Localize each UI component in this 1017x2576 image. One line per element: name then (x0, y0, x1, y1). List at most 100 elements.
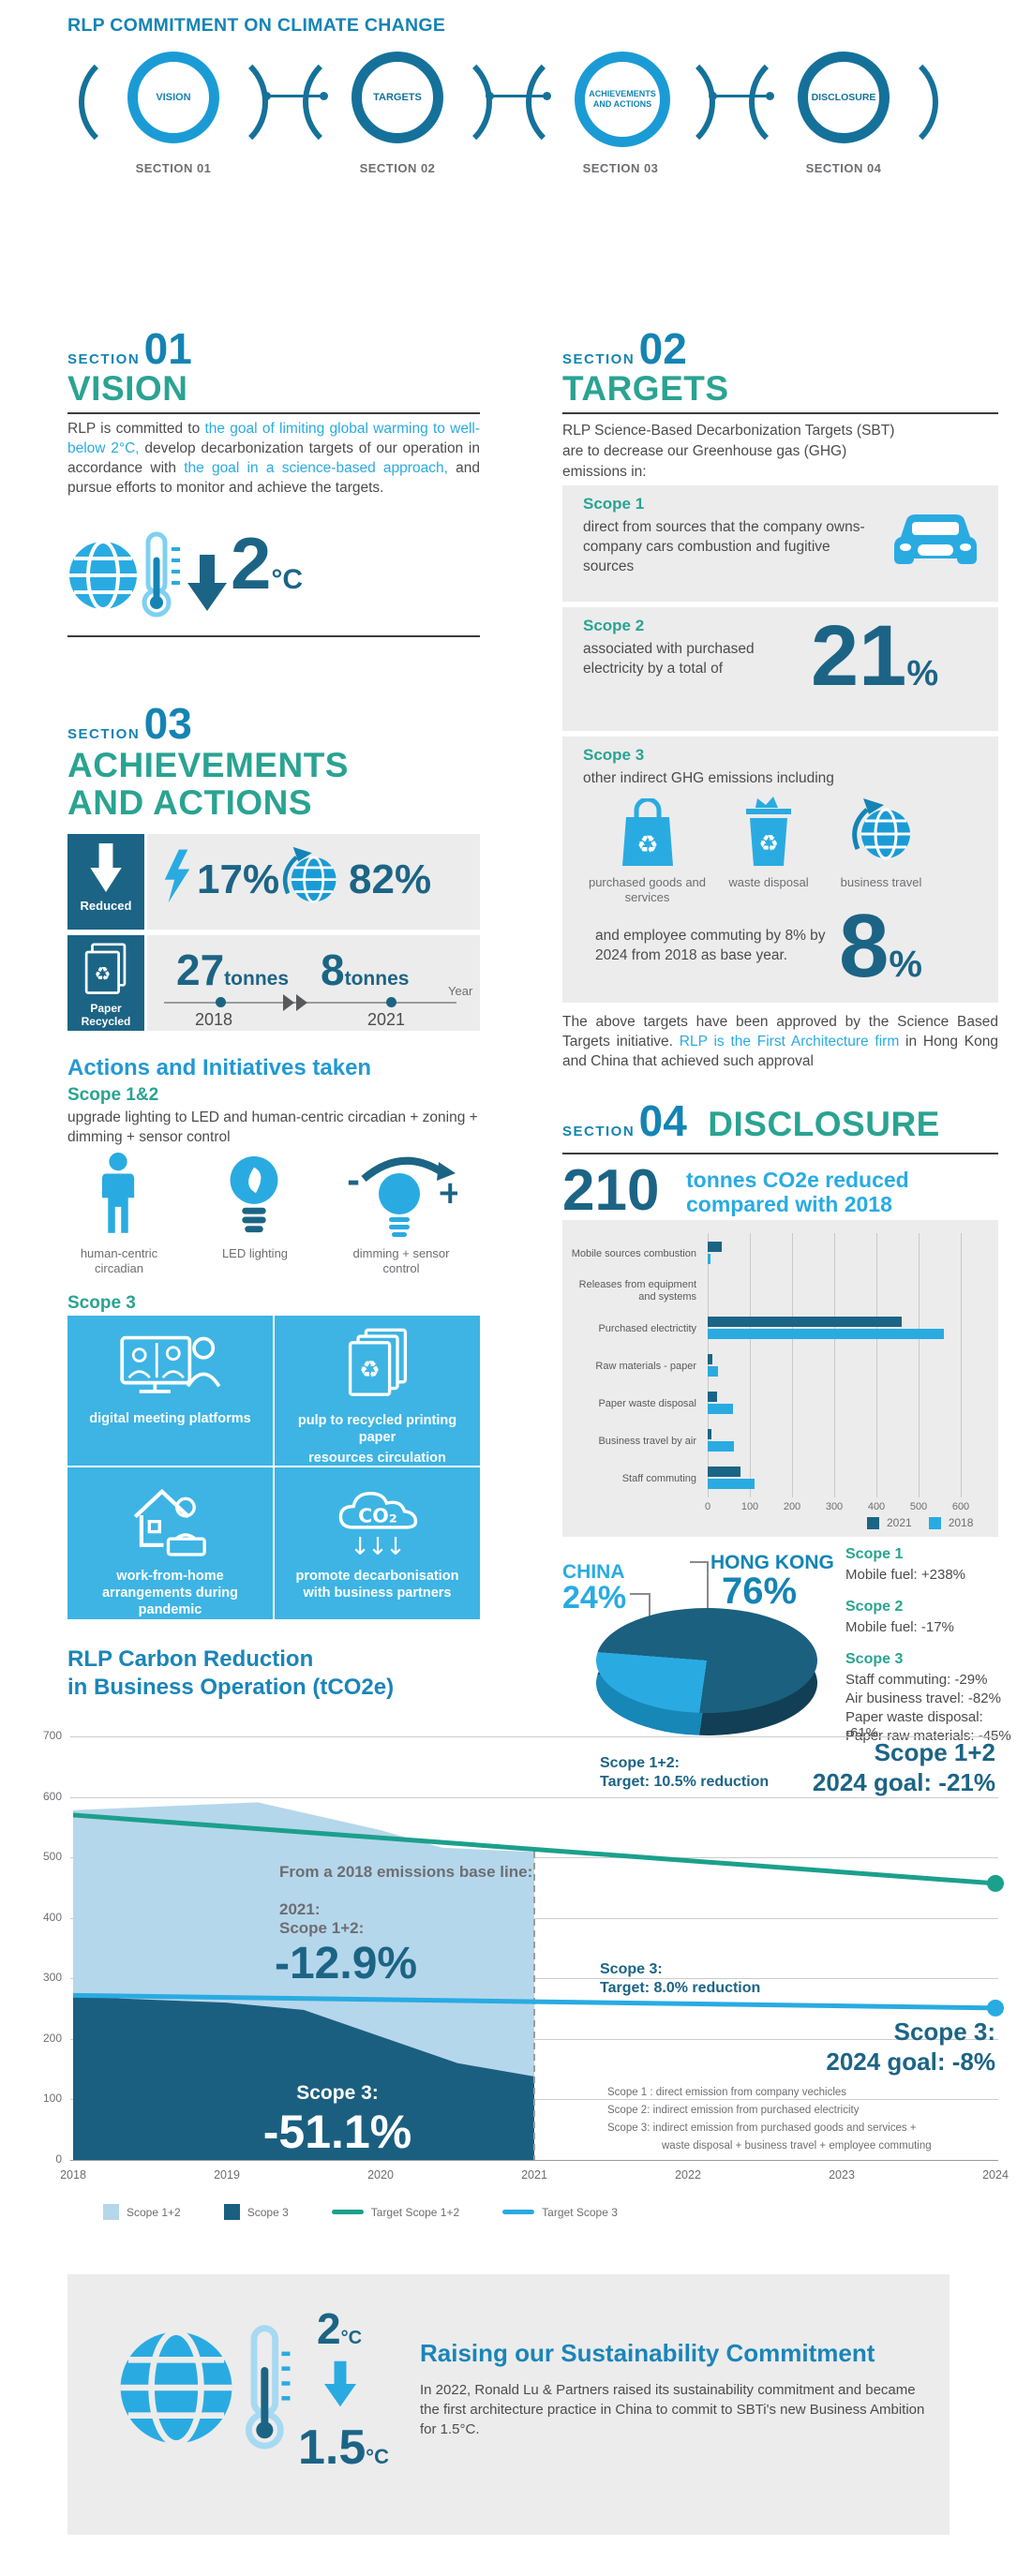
footer-temp-high: 2°C (317, 2303, 362, 2354)
legend-label: Scope 1+2 (127, 2205, 181, 2219)
actions-title: Actions and Initiatives taken (67, 1055, 372, 1080)
section04-title: DISCLOSURE (708, 1105, 940, 1143)
page-title: RLP COMMITMENT ON CLIMATE CHANGE (67, 15, 446, 36)
section-number: 03 (143, 699, 192, 748)
timeline-year-2021: 2021 (367, 1010, 406, 1029)
paper-recycle-icon: ♻ (84, 943, 127, 994)
section-kicker: SECTION (562, 1124, 636, 1139)
x-axis-tick: 600 (951, 1501, 970, 1512)
led-bulb-icon (230, 1155, 278, 1233)
bar-category: Paper waste disposal (598, 1397, 696, 1409)
target-scope12-line (72, 1812, 996, 1886)
paren-left-icon (79, 49, 186, 156)
footnote: Scope 1 : direct emission from company v… (607, 2087, 847, 2098)
footer-temp-low: 1.5°C (298, 2420, 389, 2476)
section01-paragraph: RLP is committed to the goal of limiting… (67, 419, 480, 498)
pie-pct-hongkong: 76% (722, 1571, 798, 1612)
paper-recycle-icon: ♻ (348, 1328, 407, 1396)
stat-scope3-value: Paper raw materials: -45% (845, 1728, 1011, 1744)
paren-left-icon (749, 49, 856, 156)
dimmer-bulb-icon: - + (347, 1156, 457, 1237)
person-icon (101, 1153, 135, 1233)
x-axis-tick: 2018 (60, 2168, 86, 2181)
chevron-right-icon (296, 994, 307, 1011)
down-arrow-icon (324, 2360, 356, 2407)
globe-icon (69, 540, 137, 611)
travel-reduction-stat: 82% (349, 856, 432, 902)
bar-2021 (708, 1242, 722, 1252)
action-box-recycled-paper: ♻ pulp to recycled printing paper resour… (275, 1316, 480, 1466)
bar-legend: 2021 2018 (867, 1516, 973, 1529)
section02-intro-line2: are to decrease our Greenhouse gas (GHG) (562, 443, 847, 459)
big-temperature: 2 (231, 522, 272, 604)
co2e-reduced-caption: tonnes CO2e reduced compared with 2018 (686, 1168, 909, 1216)
scope3-text2: and employee commuting by 8% by 2024 fro… (595, 928, 826, 963)
scope2-panel (562, 607, 998, 731)
scope2-title: Scope 2 (583, 617, 645, 634)
section-number: 01 (143, 324, 192, 373)
y-axis-tick: 0 (55, 2152, 62, 2166)
nav-connector (486, 92, 551, 100)
annotation-scope12-value: -12.9% (275, 1939, 418, 1988)
timeline-axis (164, 1002, 456, 1004)
legend-swatch-scope12 (103, 2204, 119, 2220)
goal-scope3: Scope 3: 2024 goal: -8% (769, 2017, 995, 2077)
text-run: RLP is committed to (67, 421, 205, 437)
gridline (750, 1233, 751, 1497)
gridline (919, 1233, 920, 1497)
pie-callout-line (630, 1593, 651, 1595)
legend-label: 2021 (887, 1516, 912, 1529)
section-kicker: SECTION (562, 351, 636, 367)
vision-2c: 2°C (231, 527, 303, 600)
gridline (876, 1233, 877, 1497)
svg-text:↓: ↓ (350, 1533, 370, 1561)
section02-intro-line1: RLP Science-Based Decarbonization Target… (562, 423, 895, 439)
pie-label-china: CHINA (562, 1561, 625, 1583)
y-axis-tick: 300 (42, 1971, 62, 1984)
thermometer-icon (246, 2325, 291, 2449)
scope3-icon3-caption: business travel (840, 875, 922, 889)
action-box-caption: digital meeting platforms (89, 1411, 251, 1426)
temperature-unit: °C (366, 2445, 389, 2468)
target-scope12-label: Scope 1+2: Target: 10.5% reduction (600, 1754, 769, 1792)
annotation-2021: 2021: (279, 1900, 321, 1918)
text-run-highlight: the goal in a science-based approach, (184, 460, 448, 476)
x-axis-tick: 2019 (214, 2168, 240, 2181)
globe-plane-icon (282, 846, 337, 903)
svg-text:↓: ↓ (367, 1533, 388, 1561)
goal-line: Scope 3: (893, 2018, 995, 2046)
x-axis-tick: 200 (783, 1501, 801, 1512)
title-line: RLP Carbon Reduction (67, 1646, 314, 1672)
bar-2018 (708, 1441, 734, 1452)
svg-text:CO₂: CO₂ (358, 1505, 397, 1527)
nav-section-label: SECTION 03 (582, 161, 659, 175)
reduced-box: Reduced (67, 834, 144, 930)
x-axis-line (70, 2160, 998, 2161)
x-axis-tick: 300 (825, 1501, 844, 1512)
temperature-unit: °C (271, 564, 304, 595)
section-number: 02 (638, 324, 687, 373)
reduced-label: Reduced (80, 899, 132, 913)
goal-line: 2024 goal: -8% (826, 2047, 995, 2076)
section-kicker: SECTION (67, 351, 141, 367)
gridline (834, 1233, 835, 1497)
annotation-scope3: Scope 3: (296, 2082, 379, 2104)
footnote: Scope 2: indirect emission from purchase… (607, 2105, 860, 2116)
action-box-digital-meetings: digital meeting platforms (67, 1316, 273, 1466)
thermometer-icon (142, 531, 180, 618)
scope3-actions-title: Scope 3 (67, 1293, 136, 1313)
target-scope3-label: Scope 3: Target: 8.0% reduction (600, 1960, 760, 1998)
footer-body: In 2022, Ronald Lu & Partners raised its… (420, 2382, 925, 2437)
scope3-text: other indirect GHG emissions including (583, 770, 834, 786)
scope3-icon1-caption: purchased goods and services (588, 875, 707, 904)
y-axis-tick: 500 (42, 1850, 62, 1863)
nav-section-label: SECTION 02 (359, 161, 436, 175)
svg-text:♻: ♻ (636, 831, 658, 859)
section03-title-line2: AND ACTIONS (67, 783, 313, 822)
x-axis-tick: 0 (704, 1501, 711, 1512)
y-axis-tick: 700 (42, 1729, 62, 1742)
temperature: 2 (317, 2304, 341, 2353)
action-box-caption: work-from-home arrangements during pande… (101, 1569, 239, 1617)
big-value: 21 (811, 608, 907, 704)
